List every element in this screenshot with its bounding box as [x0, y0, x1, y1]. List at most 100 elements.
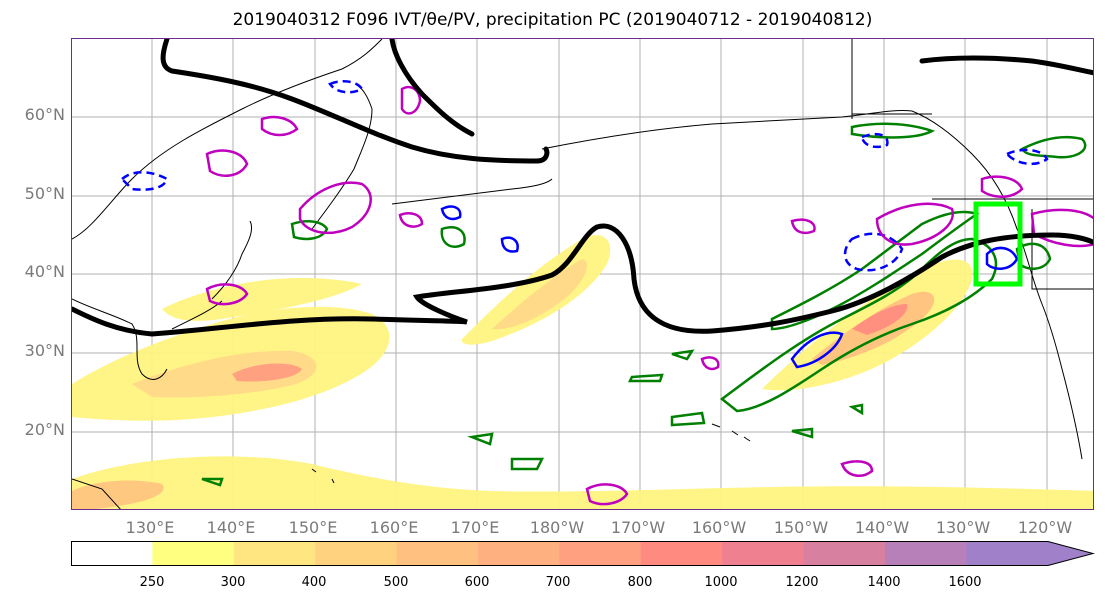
jet-north-2	[389, 39, 475, 137]
blue-contour-ar-dashed	[843, 232, 904, 272]
green-contour-gulf	[850, 122, 936, 139]
blue-contour-north	[860, 133, 1049, 166]
colorbar-cell	[640, 541, 723, 566]
lon-label-160e: 160°E	[369, 518, 419, 537]
blue-contour-kamchatka-dashed	[328, 80, 364, 94]
magenta-contour-japan	[205, 283, 249, 306]
figure-title: 2019040312 F096 IVT/θe/PV, precipitation…	[232, 10, 873, 30]
green-contour-eastcoast	[1015, 242, 1052, 270]
blue-contour-asia-dashed	[120, 171, 169, 191]
jet-ne	[919, 55, 1093, 76]
colorbar-cell	[803, 541, 886, 566]
lon-label-140e: 140°E	[206, 518, 256, 537]
magenta-contours	[205, 85, 1093, 506]
lon-label-130w: 130°W	[935, 518, 991, 537]
colorbar	[71, 541, 1101, 571]
colorbar-tick-800: 800	[627, 575, 653, 590]
lon-label-170e: 170°E	[450, 518, 500, 537]
green-contour-ne	[1020, 135, 1087, 159]
colorbar-outline	[71, 541, 1095, 566]
magenta-contour-asia-2	[260, 115, 299, 137]
ivt-band-south	[72, 456, 1093, 509]
map-canvas	[72, 39, 1093, 509]
lon-label-180w: 180°W	[529, 518, 585, 537]
colorbar-cell	[315, 541, 398, 566]
coast-islands-south	[72, 468, 335, 509]
jet-north	[160, 39, 550, 164]
colorbar-tick-400: 400	[301, 575, 327, 590]
colorbar-cell	[478, 541, 560, 566]
colorbar-tick-600: 600	[464, 575, 490, 590]
coast-aleutian	[391, 178, 553, 205]
magenta-contour-ar	[875, 202, 955, 246]
jet-lines	[72, 39, 1093, 337]
lon-label-150w: 150°W	[773, 518, 829, 537]
magenta-contour-north	[400, 85, 422, 115]
coast-kamchatka	[311, 83, 373, 230]
lat-label-20n: 20°N	[24, 420, 65, 439]
colorbar-cell	[71, 541, 153, 566]
colorbar-cell	[233, 541, 316, 566]
lon-label-130e: 130°E	[125, 518, 175, 537]
ivt-core-west	[232, 363, 302, 382]
magenta-contour-coast	[980, 175, 1093, 248]
colorbar-cell	[559, 541, 642, 566]
ivt-core-east	[852, 304, 908, 335]
ivt-band-south-inner	[72, 480, 164, 509]
colorbar-cell	[885, 541, 967, 566]
lon-label-150e: 150°E	[288, 518, 338, 537]
colorbar-tick-700: 700	[545, 575, 571, 590]
green-contour-south-2	[670, 403, 864, 439]
magenta-contour-aleutian	[398, 212, 424, 228]
lon-label-160w: 160°W	[691, 518, 747, 537]
lon-label-140w: 140°W	[854, 518, 910, 537]
coast-alaska	[541, 39, 913, 150]
colorbar-tick-1400: 1400	[867, 575, 901, 590]
coast-hawaii	[711, 423, 751, 442]
lat-label-60n: 60°N	[24, 105, 65, 124]
lat-label-40n: 40°N	[24, 262, 65, 281]
blue-contour-aleutian	[440, 205, 519, 253]
blue-contour-ar-solid	[790, 331, 844, 369]
lon-label-170w: 170°W	[610, 518, 666, 537]
colorbar-tick-1200: 1200	[785, 575, 819, 590]
colorbar-tick-1600: 1600	[948, 575, 982, 590]
magenta-contour-asia-1	[205, 149, 249, 177]
coast-asia	[72, 39, 383, 240]
jet-main	[72, 223, 1093, 337]
map-panel	[71, 38, 1094, 510]
colorbar-cell	[966, 541, 1093, 566]
ivt-band-upper	[162, 278, 362, 321]
ivt-band-central	[461, 235, 611, 345]
colorbar-tick-1000: 1000	[704, 575, 738, 590]
lon-label-120w: 120°W	[1017, 518, 1073, 537]
lat-label-30n: 30°N	[24, 341, 65, 360]
colorbar-cell	[396, 541, 479, 566]
admin-borders	[851, 39, 1093, 290]
green-contour-aleutian	[440, 226, 466, 248]
magenta-contour-small	[700, 218, 816, 371]
ivt-band-west-inner	[132, 350, 317, 398]
ivt-shading	[72, 235, 1093, 509]
green-contour-asia	[290, 220, 329, 241]
ivt-band-central-inner	[492, 259, 587, 330]
magenta-contour-kamchatka	[298, 181, 372, 234]
blue-contour-coast	[985, 246, 1019, 270]
green-contour-pacific-1	[627, 349, 695, 383]
colorbar-svg	[71, 541, 1095, 566]
coast-namerica	[911, 110, 1083, 460]
colorbar-cells	[71, 541, 1093, 566]
colorbar-tick-300: 300	[220, 575, 246, 590]
gridlines	[72, 39, 1093, 509]
green-contour-ar-1	[719, 237, 998, 413]
magenta-contour-south	[585, 460, 874, 506]
lat-label-50n: 50°N	[24, 184, 65, 203]
colorbar-tick-500: 500	[383, 575, 409, 590]
colorbar-cell	[722, 541, 805, 566]
highlight-box	[973, 201, 1023, 287]
coast-korea-china	[72, 298, 168, 380]
green-contour-south-1	[201, 432, 545, 487]
colorbar-tick-250: 250	[139, 575, 165, 590]
coastlines	[72, 39, 1093, 509]
colorbar-cell	[152, 541, 235, 566]
